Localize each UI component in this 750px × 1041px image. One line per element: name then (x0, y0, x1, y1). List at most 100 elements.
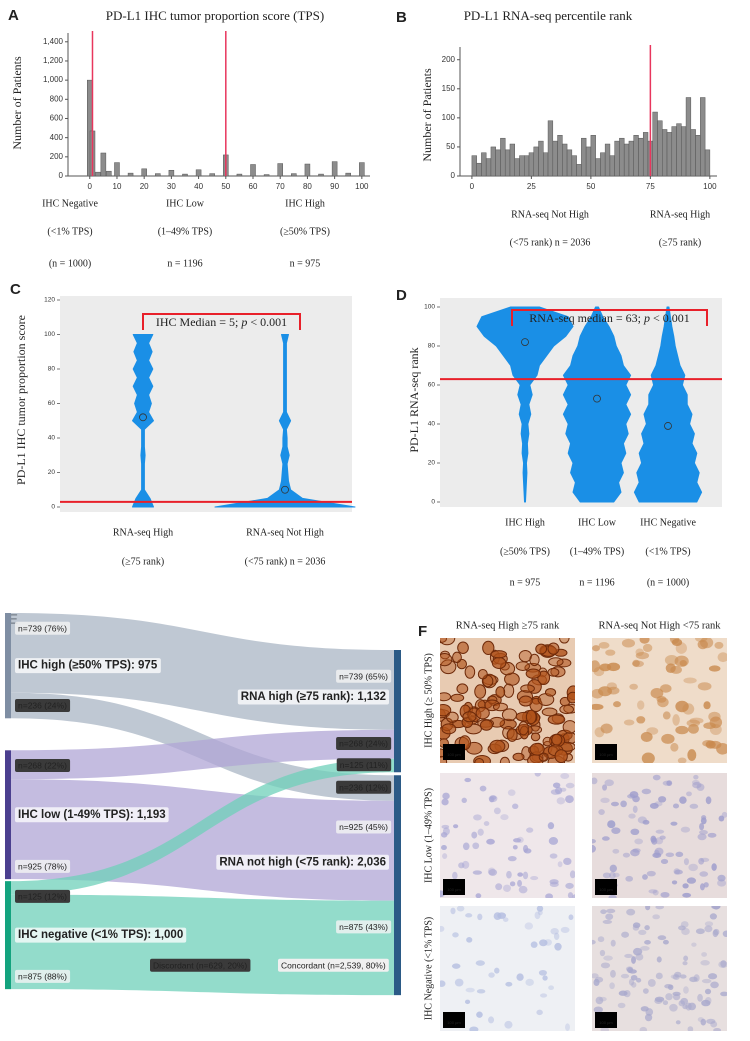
annotation: RNA-seq median = 63; p < 0.001 (529, 311, 690, 325)
cell (592, 939, 596, 945)
cell (695, 928, 705, 935)
group-label: (≥50% TPS) (280, 226, 330, 237)
bar (700, 97, 706, 177)
bar (547, 120, 554, 177)
cell (682, 892, 692, 898)
y-tick-label: 0 (51, 504, 55, 511)
cell (674, 869, 683, 875)
annotation: IHC Median = 5; p < 0.001 (156, 315, 287, 329)
cell (632, 660, 644, 668)
cell (550, 666, 566, 678)
scale-bar-box (595, 1012, 617, 1028)
source-node (5, 750, 11, 880)
bar (633, 135, 639, 177)
cell (513, 838, 522, 843)
flow-label: n=875 (43%) (339, 922, 388, 932)
cell (560, 926, 570, 933)
cell (720, 960, 727, 968)
cell (660, 891, 670, 898)
cell (672, 974, 680, 980)
cell (656, 956, 662, 963)
cell (632, 848, 641, 853)
cell (642, 643, 653, 653)
bar (676, 123, 682, 177)
cell (461, 797, 467, 804)
cell (662, 939, 669, 945)
cell (476, 989, 486, 994)
scale-bar-box (595, 744, 617, 760)
cell (698, 857, 705, 865)
bar (652, 111, 658, 177)
micrograph (592, 773, 727, 898)
x-tick-label: 0 (88, 182, 93, 191)
cell (477, 668, 488, 680)
annotation-part: RNA-seq median = 63; (529, 311, 644, 325)
bar (519, 155, 525, 177)
cell (486, 838, 495, 845)
bar (471, 155, 477, 177)
cell (473, 814, 482, 821)
cell (652, 889, 659, 896)
cell (703, 882, 709, 888)
cell (600, 962, 611, 969)
cell (544, 688, 557, 697)
target-node (394, 775, 401, 996)
cell (554, 942, 562, 951)
cell (687, 1026, 694, 1031)
cell (453, 824, 459, 829)
cell (611, 827, 621, 835)
bar (509, 143, 515, 177)
cell (520, 684, 535, 693)
cell (548, 985, 555, 991)
group-label: IHC High (285, 198, 325, 209)
median-marker (521, 338, 529, 347)
cell (700, 960, 710, 966)
bar (576, 164, 582, 177)
y-tick-label: 1,400 (43, 37, 64, 46)
scale-bar-label: 100 µm (447, 1020, 461, 1025)
cell (689, 976, 698, 983)
cell (629, 791, 639, 798)
cell (592, 973, 599, 979)
micrograph (592, 638, 727, 763)
cell (484, 699, 500, 712)
cell (609, 982, 615, 990)
cell (621, 931, 630, 938)
bar (141, 168, 147, 177)
y-tick-label: 100 (44, 331, 55, 338)
bar (619, 137, 625, 177)
cell (654, 998, 663, 1004)
cell (479, 785, 487, 792)
cell (602, 919, 613, 925)
cell (642, 874, 648, 880)
cell (636, 977, 642, 983)
median-marker (139, 413, 147, 422)
y-tick-label: 20 (48, 469, 56, 476)
cell (456, 906, 465, 912)
annotation-part: < 0.001 (650, 311, 690, 325)
cell (464, 999, 471, 1005)
cell (617, 1002, 626, 1009)
cell (647, 979, 656, 987)
cell (517, 879, 522, 887)
cell (499, 756, 510, 763)
row-header: IHC High (≥ 50% TPS) (423, 653, 434, 748)
cell (475, 960, 485, 966)
cell (612, 872, 620, 878)
cell (613, 701, 621, 708)
cell (494, 967, 500, 974)
cell (534, 911, 541, 920)
cell (705, 796, 712, 805)
scale-bar-box (443, 879, 465, 895)
cell (692, 781, 702, 789)
bar (168, 169, 175, 177)
cell (722, 930, 727, 938)
cell (442, 827, 450, 836)
cell (606, 662, 621, 672)
cell (599, 949, 606, 957)
cell (675, 700, 689, 713)
cell (547, 667, 560, 677)
cell (660, 684, 672, 693)
cell (608, 894, 617, 898)
cell (556, 797, 566, 805)
